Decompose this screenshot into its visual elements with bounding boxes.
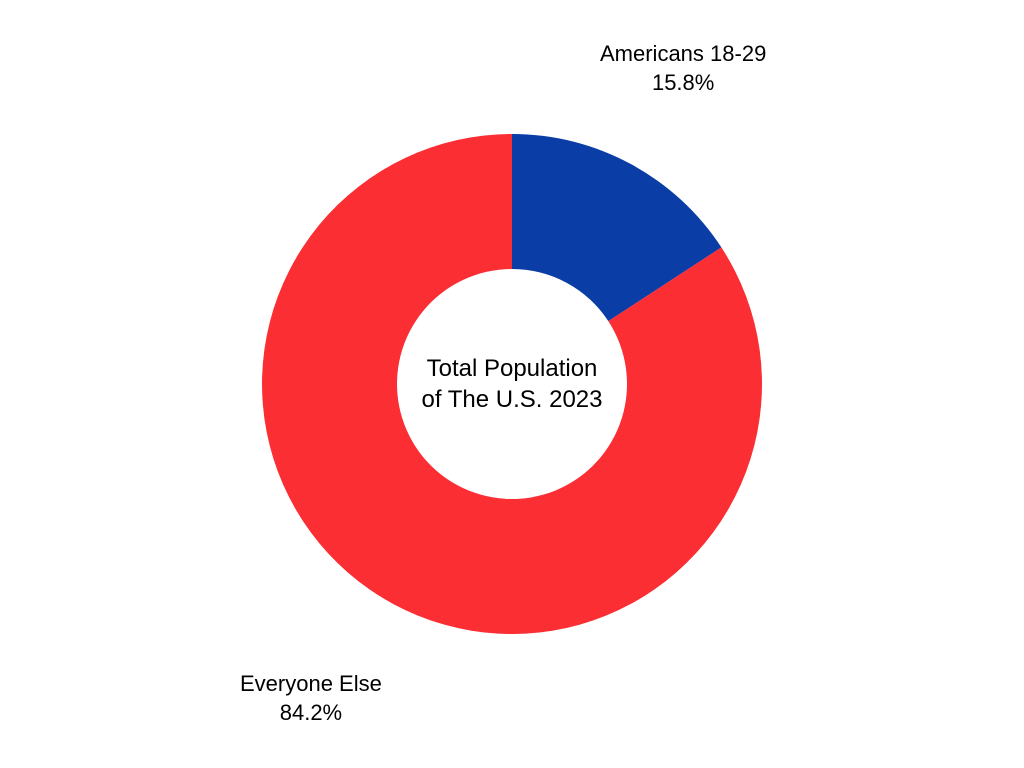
slice-label-everyone-else: Everyone Else 84.2%: [240, 670, 382, 727]
slice-label-text-1: Everyone Else: [240, 670, 382, 699]
donut-chart: Total Population of The U.S. 2023: [262, 134, 762, 634]
slice-percent-text-1: 84.2%: [240, 699, 382, 728]
chart-center-title: Total Population of The U.S. 2023: [402, 353, 622, 415]
center-title-line2: of The U.S. 2023: [402, 384, 622, 415]
center-title-line1: Total Population: [402, 353, 622, 384]
slice-label-americans-18-29: Americans 18-29 15.8%: [600, 40, 766, 97]
slice-label-text-0: Americans 18-29: [600, 40, 766, 69]
slice-percent-text-0: 15.8%: [600, 69, 766, 98]
